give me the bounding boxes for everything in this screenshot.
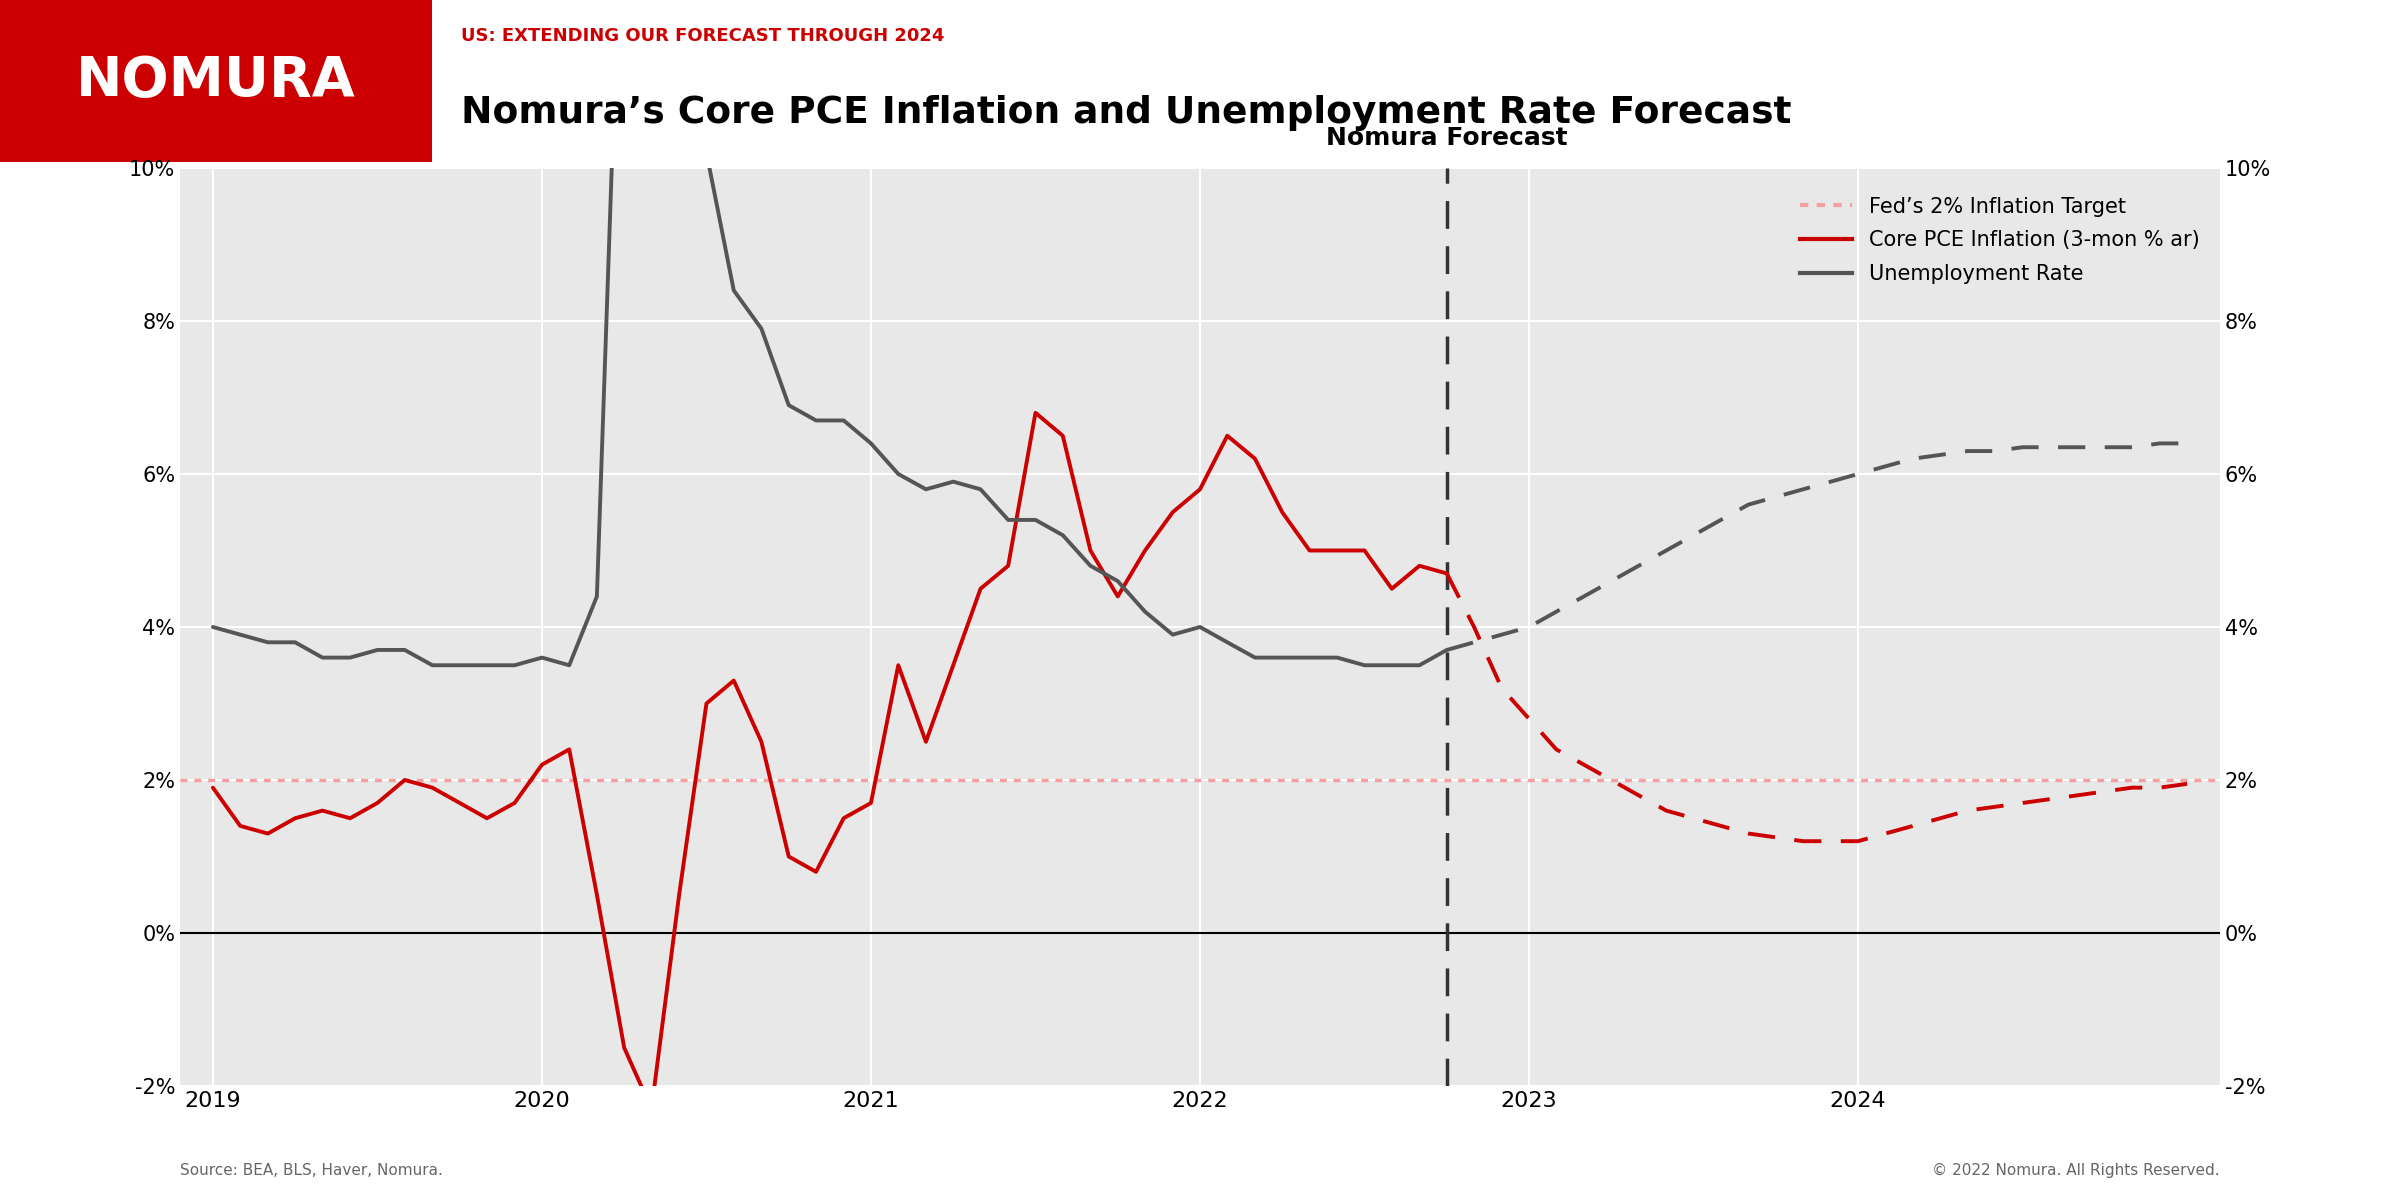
Text: Nomura Forecast: Nomura Forecast bbox=[1325, 126, 1567, 150]
Text: © 2022 Nomura. All Rights Reserved.: © 2022 Nomura. All Rights Reserved. bbox=[1932, 1163, 2220, 1178]
Text: Nomura’s Core PCE Inflation and Unemployment Rate Forecast: Nomura’s Core PCE Inflation and Unemploy… bbox=[461, 96, 1790, 132]
Text: Source: BEA, BLS, Haver, Nomura.: Source: BEA, BLS, Haver, Nomura. bbox=[180, 1164, 444, 1178]
Text: NOMURA: NOMURA bbox=[77, 54, 355, 108]
Legend: Fed’s 2% Inflation Target, Core PCE Inflation (3-mon % ar), Unemployment Rate: Fed’s 2% Inflation Target, Core PCE Infl… bbox=[1800, 197, 2198, 284]
Bar bbox=[0, 0, 432, 162]
Text: US: EXTENDING OUR FORECAST THROUGH 2024: US: EXTENDING OUR FORECAST THROUGH 2024 bbox=[461, 26, 943, 44]
